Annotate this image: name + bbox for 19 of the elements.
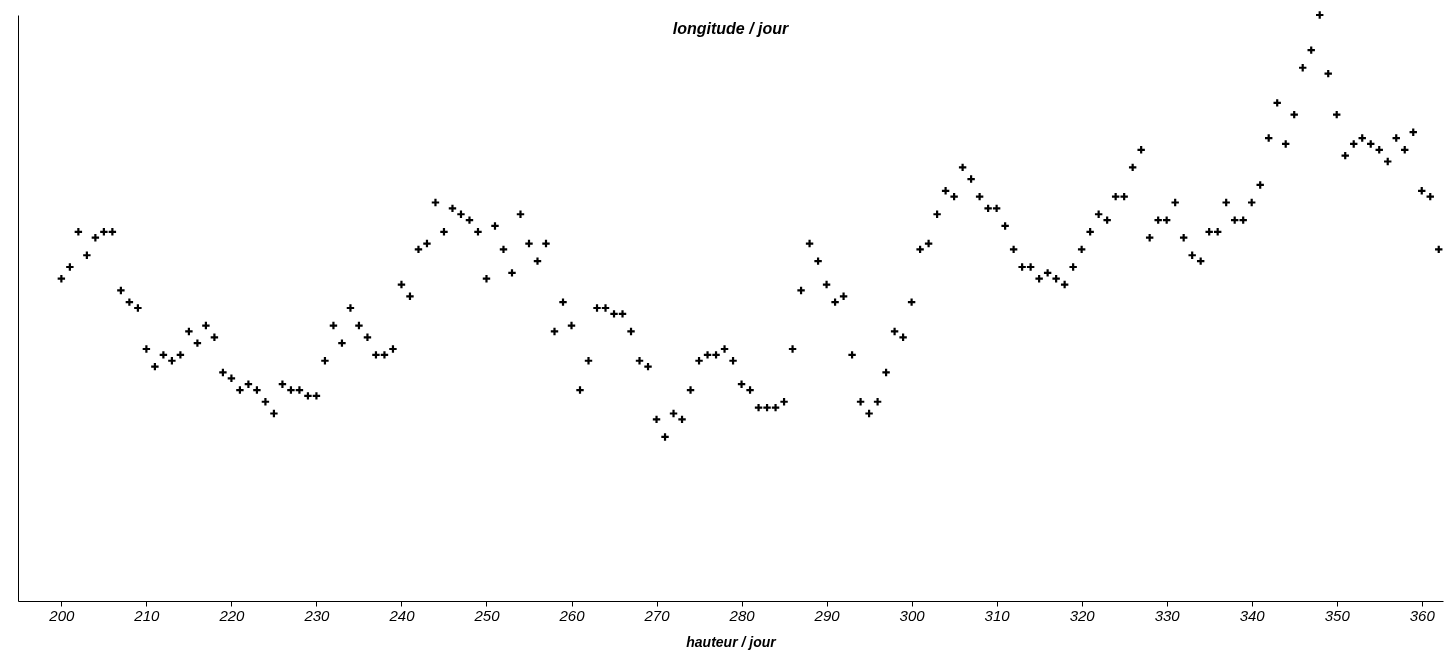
- x-tick-label: 260: [558, 606, 586, 624]
- x-tick-label: 250: [473, 606, 501, 624]
- x-tick-label: 200: [48, 606, 76, 624]
- x-tick-label: 240: [388, 606, 416, 624]
- x-tick-label: 350: [1324, 606, 1351, 624]
- x-tick-label: 270: [643, 606, 671, 624]
- chart-title: longitude / jour: [672, 19, 790, 37]
- x-tick-label: 230: [303, 606, 331, 624]
- x-tick-label: 220: [218, 606, 246, 624]
- x-tick-label: 280: [728, 606, 756, 624]
- x-tick-label: 340: [1239, 606, 1266, 624]
- x-tick-label: 360: [1409, 606, 1436, 624]
- x-tick-label: 300: [899, 606, 926, 624]
- x-tick-label: 210: [133, 606, 161, 624]
- x-tick-label: 290: [813, 606, 841, 624]
- x-tick-label: 320: [1069, 606, 1096, 624]
- x-tick-label: 330: [1154, 606, 1181, 624]
- x-axis-title: hauteur / jour: [686, 633, 778, 650]
- x-tick-label: 310: [984, 606, 1011, 624]
